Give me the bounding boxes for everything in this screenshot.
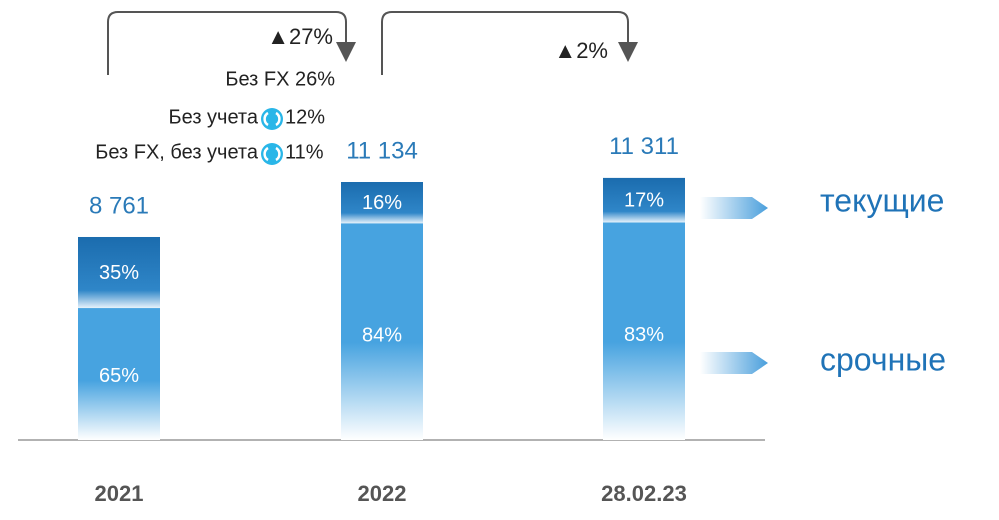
total-label: 8 761 bbox=[89, 192, 149, 219]
note-value: 11% bbox=[285, 141, 324, 163]
x-tick-label: 2021 bbox=[95, 481, 144, 506]
legend-label: срочные bbox=[820, 341, 946, 377]
note: Без FX 26% bbox=[225, 68, 335, 90]
icon bbox=[261, 143, 283, 165]
growth-bracket bbox=[381, 11, 638, 75]
legend-label: текущие bbox=[820, 182, 944, 218]
growth-label: ▲27% bbox=[267, 24, 333, 49]
bar-segment bbox=[603, 177, 685, 223]
bar-segment bbox=[603, 222, 685, 440]
total-label: 11 311 bbox=[609, 133, 679, 160]
segment-label: 16% bbox=[362, 192, 402, 214]
note: Без FX, без учета bbox=[95, 141, 259, 163]
note-value: 12% bbox=[285, 106, 325, 128]
note: Без учета bbox=[169, 106, 259, 128]
bar-segment bbox=[341, 223, 423, 440]
x-tick-label: 2022 bbox=[358, 481, 407, 506]
x-tick-label: 28.02.23 bbox=[601, 481, 687, 506]
total-label: 11 134 bbox=[346, 137, 418, 164]
segment-label: 84% bbox=[362, 324, 402, 346]
growth-bracket bbox=[107, 11, 356, 75]
segment-label: 83% bbox=[624, 324, 664, 346]
bar-segment bbox=[341, 182, 423, 224]
legend-arrow bbox=[700, 352, 768, 374]
growth-label: ▲2% bbox=[554, 38, 608, 63]
segment-label: 17% bbox=[624, 189, 664, 211]
segment-label: 35% bbox=[99, 262, 139, 284]
legend-arrow bbox=[700, 197, 768, 219]
segment-label: 65% bbox=[99, 365, 139, 387]
icon bbox=[261, 108, 283, 130]
bar-segment bbox=[78, 308, 160, 440]
bar-segment bbox=[78, 236, 160, 309]
